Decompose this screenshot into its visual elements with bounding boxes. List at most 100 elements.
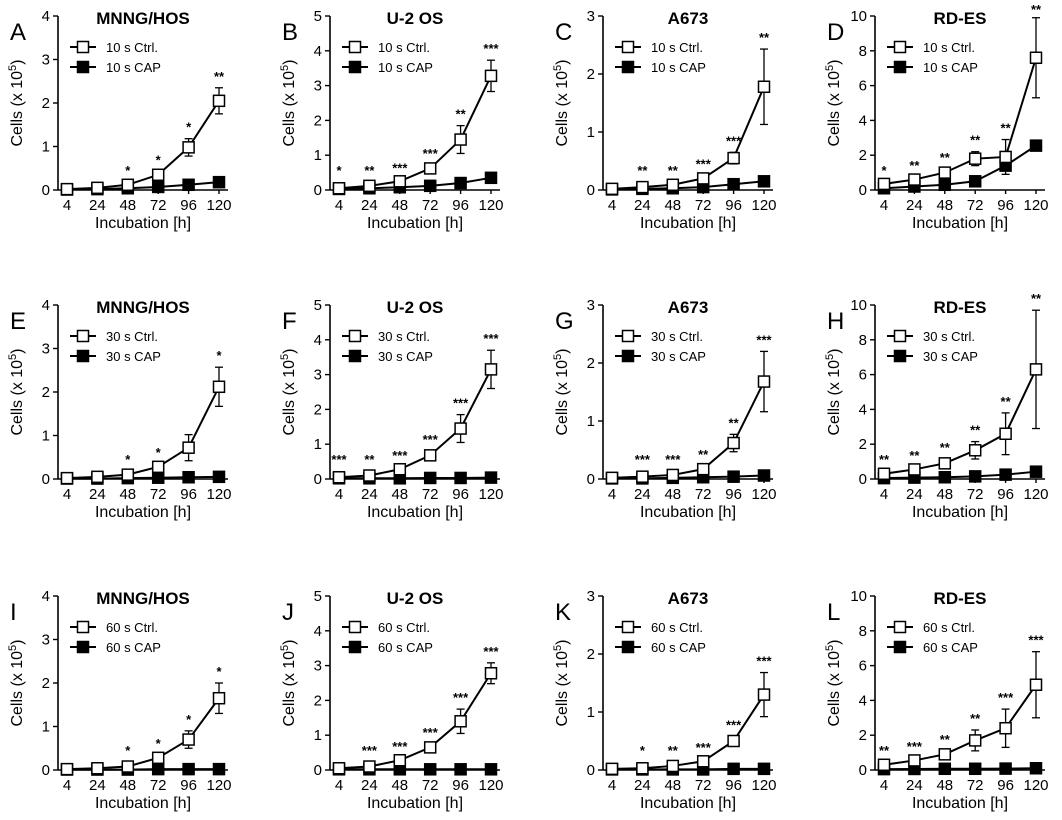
x-tick-label: 96 xyxy=(997,777,1014,794)
y-tick-label: 0 xyxy=(859,762,867,779)
panel-letter: G xyxy=(555,308,574,335)
panel-letter: D xyxy=(827,19,844,46)
x-tick-label: 48 xyxy=(119,486,136,503)
y-axis-label-exponent: 5 xyxy=(7,354,19,360)
significance-label: *** xyxy=(423,725,439,740)
legend-entry: 10 s Ctrl. xyxy=(342,40,430,55)
legend-label: 60 s Ctrl. xyxy=(378,620,430,635)
data-point xyxy=(938,471,952,484)
data-point xyxy=(938,457,952,470)
x-tick-label: 72 xyxy=(150,486,167,503)
x-axis-label: Incubation [h] xyxy=(912,215,1008,232)
data-point xyxy=(1029,139,1043,152)
legend-label: 10 s Ctrl. xyxy=(378,40,430,55)
legend-entry: 10 s CAP xyxy=(342,60,433,75)
y-tick-label: 8 xyxy=(859,332,867,349)
series-cap xyxy=(877,139,1043,195)
data-point xyxy=(212,380,226,394)
legend-label: 10 s CAP xyxy=(378,60,433,75)
legend-label: 10 s CAP xyxy=(106,60,161,75)
x-tick-label: 48 xyxy=(664,197,681,214)
data-point xyxy=(182,733,195,746)
y-tick-label: 10 xyxy=(850,588,867,605)
series-ctrl xyxy=(605,350,771,485)
legend-marker xyxy=(76,620,90,634)
series-ctrl xyxy=(60,682,226,776)
data-point xyxy=(423,162,437,175)
x-tick-label: 96 xyxy=(180,197,197,214)
x-tick-label: 48 xyxy=(119,197,136,214)
legend-marker xyxy=(621,329,635,343)
series-ctrl xyxy=(332,662,498,775)
significance-label: *** xyxy=(453,396,469,411)
data-point xyxy=(60,471,74,485)
y-tick-label: 0 xyxy=(314,762,322,779)
y-tick-label: 2 xyxy=(859,727,867,744)
significance-label: *** xyxy=(483,41,499,56)
y-axis-label: Cells (x 105) xyxy=(824,59,843,146)
legend-marker xyxy=(893,60,907,74)
y-tick-label: 1 xyxy=(314,147,322,164)
y-tick-label: 4 xyxy=(314,43,322,60)
data-point xyxy=(182,762,195,776)
x-tick-label: 48 xyxy=(664,777,681,794)
y-tick-label: 3 xyxy=(587,297,595,314)
x-tick-label: 72 xyxy=(967,197,984,214)
series-cap xyxy=(877,465,1043,485)
legend-label: 30 s Ctrl. xyxy=(106,329,158,344)
panel-letter: I xyxy=(10,599,17,626)
data-point xyxy=(999,427,1012,441)
legend-entry: 10 s Ctrl. xyxy=(887,40,975,55)
data-point xyxy=(151,168,165,182)
x-tick-label: 48 xyxy=(391,197,408,214)
data-point xyxy=(393,463,407,476)
y-axis-label: Cells (x 105) xyxy=(279,59,298,146)
legend-marker xyxy=(348,640,362,654)
legend-entry: 30 s Ctrl. xyxy=(70,329,158,344)
x-tick-label: 4 xyxy=(63,777,71,794)
y-axis-label: Cells (x 105) xyxy=(279,348,298,435)
significance-label: * xyxy=(156,736,162,751)
legend-label: 60 s CAP xyxy=(923,640,978,655)
x-tick-label: 24 xyxy=(89,486,106,503)
significance-label: *** xyxy=(726,717,742,732)
data-point xyxy=(332,182,346,195)
significance-label: ** xyxy=(668,163,679,178)
legend-entry: 10 s Ctrl. xyxy=(615,40,703,55)
data-point xyxy=(212,94,226,108)
data-point xyxy=(454,471,467,485)
data-point xyxy=(605,182,619,196)
data-point xyxy=(151,460,165,474)
significance-label: * xyxy=(125,743,131,758)
y-axis-label: Cells (x 105) xyxy=(279,639,298,726)
y-tick-label: 0 xyxy=(587,182,595,199)
data-point xyxy=(757,688,771,701)
x-tick-label: 120 xyxy=(1023,197,1048,214)
legend-label: 10 s Ctrl. xyxy=(923,40,975,55)
x-tick-label: 120 xyxy=(206,486,231,503)
panel-title: U-2 OS xyxy=(387,589,444,608)
y-axis-label: Cells (x 105) xyxy=(552,639,571,726)
data-point xyxy=(121,760,135,773)
y-tick-label: 10 xyxy=(850,8,867,25)
y-tick-label: 10 xyxy=(850,297,867,314)
y-tick-label: 3 xyxy=(314,367,322,384)
y-axis-label-exponent: 5 xyxy=(552,65,564,71)
legend-marker xyxy=(621,60,635,74)
legend-marker xyxy=(348,349,362,363)
panel-title: RD-ES xyxy=(934,9,987,28)
significance-label: ** xyxy=(637,163,648,178)
x-tick-label: 4 xyxy=(880,486,888,503)
legend-entry: 60 s Ctrl. xyxy=(615,620,703,635)
legend-entry: 10 s CAP xyxy=(70,60,161,75)
significance-label: * xyxy=(881,163,887,178)
y-axis-label: Cells (x 105) xyxy=(824,639,843,726)
significance-label: *** xyxy=(665,452,681,467)
y-axis-label: Cells (x 105) xyxy=(7,348,26,435)
y-tick-label: 2 xyxy=(587,66,595,83)
significance-label: ** xyxy=(1001,394,1012,409)
significance-label: ** xyxy=(879,743,890,758)
legend-marker xyxy=(893,640,907,654)
panel-letter: E xyxy=(10,308,26,335)
